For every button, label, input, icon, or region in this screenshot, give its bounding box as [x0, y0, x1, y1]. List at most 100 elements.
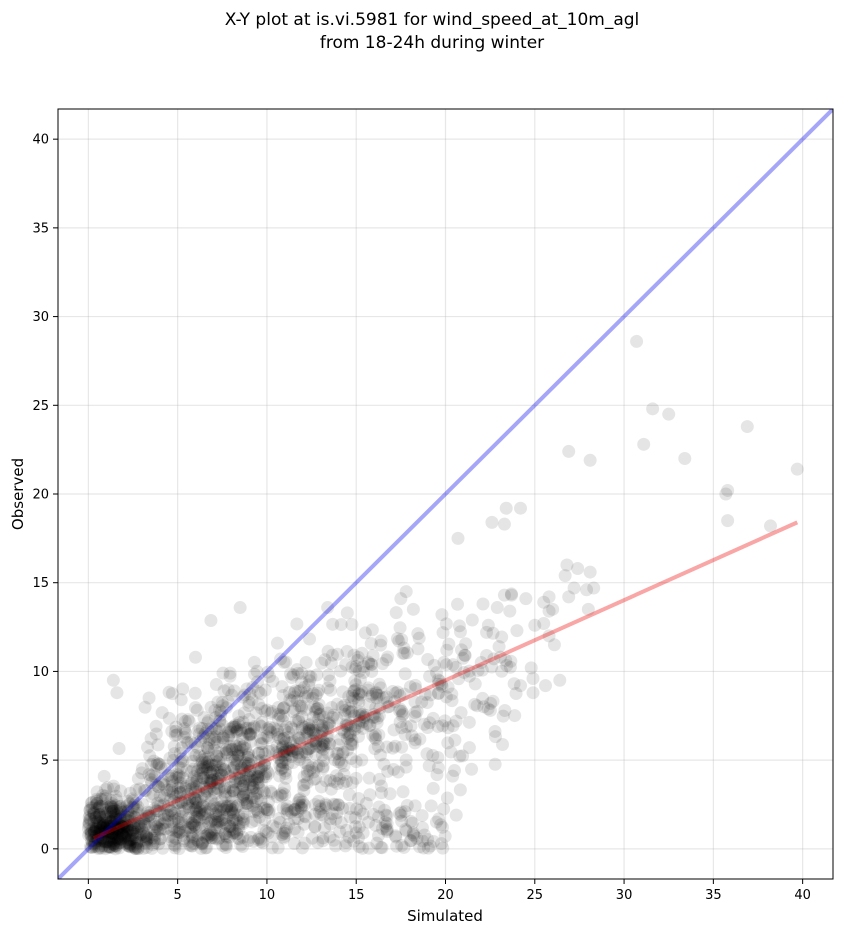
data-point — [119, 837, 133, 851]
data-point — [110, 823, 124, 837]
data-point — [380, 825, 394, 839]
data-point — [228, 753, 242, 767]
data-point — [285, 694, 299, 708]
data-point — [235, 743, 249, 757]
data-point — [106, 673, 120, 687]
data-point — [223, 780, 237, 794]
data-point — [195, 755, 209, 769]
data-point — [220, 803, 234, 817]
data-point — [213, 761, 227, 775]
data-point — [245, 791, 259, 805]
data-point — [306, 723, 320, 737]
data-point — [321, 746, 335, 760]
data-point — [295, 701, 309, 715]
data-point — [252, 770, 266, 784]
data-point — [190, 764, 204, 778]
data-point — [217, 731, 231, 745]
data-point — [195, 721, 209, 735]
data-point — [138, 817, 152, 831]
data-point — [87, 808, 101, 822]
data-point — [253, 753, 267, 767]
data-point — [247, 721, 261, 735]
data-point — [308, 723, 322, 737]
data-point — [497, 588, 511, 602]
data-point — [270, 745, 284, 759]
data-point — [204, 793, 218, 807]
data-point — [374, 681, 388, 695]
x-tick-label: 30 — [616, 888, 633, 903]
data-point — [190, 800, 204, 814]
data-point — [184, 825, 198, 839]
data-point — [144, 758, 158, 772]
data-point — [277, 748, 291, 762]
data-point — [163, 751, 177, 765]
data-point — [392, 806, 406, 820]
data-point — [116, 828, 130, 842]
data-point — [426, 781, 440, 795]
data-point — [352, 729, 366, 743]
data-point — [305, 831, 319, 845]
data-point — [352, 695, 366, 709]
data-point — [510, 624, 524, 638]
data-point — [178, 793, 192, 807]
data-point — [212, 808, 226, 822]
data-point — [409, 682, 423, 696]
data-point — [102, 822, 116, 836]
data-point — [379, 690, 393, 704]
data-point — [226, 720, 240, 734]
data-point — [176, 754, 190, 768]
data-point — [171, 760, 185, 774]
data-point — [111, 833, 125, 847]
data-point — [178, 714, 192, 728]
data-point — [116, 817, 130, 831]
data-point — [270, 727, 284, 741]
data-point — [139, 835, 153, 849]
data-point — [291, 746, 305, 760]
data-point — [317, 754, 331, 768]
data-point — [185, 765, 199, 779]
data-point — [242, 712, 256, 726]
data-point — [474, 656, 488, 670]
data-point — [184, 735, 198, 749]
data-point — [407, 829, 421, 843]
data-point — [105, 805, 119, 819]
data-point — [96, 820, 110, 834]
data-point — [505, 588, 519, 602]
data-point — [232, 832, 246, 846]
data-point — [365, 658, 379, 672]
data-point — [176, 682, 190, 696]
data-point — [157, 808, 171, 822]
data-point — [183, 835, 197, 849]
data-point — [319, 798, 333, 812]
data-point — [91, 831, 105, 845]
data-point — [142, 768, 156, 782]
data-point — [273, 769, 287, 783]
data-point — [301, 758, 315, 772]
data-point — [92, 839, 106, 853]
data-point — [223, 824, 237, 838]
data-point — [486, 626, 500, 640]
data-point — [145, 841, 159, 855]
data-point — [299, 810, 313, 824]
data-point — [380, 822, 394, 836]
data-point — [90, 814, 104, 828]
data-point — [365, 623, 379, 637]
data-point — [356, 707, 370, 721]
data-point — [193, 805, 207, 819]
data-point — [499, 653, 513, 667]
data-point — [230, 754, 244, 768]
data-point — [331, 798, 345, 812]
data-point — [157, 798, 171, 812]
data-point — [120, 838, 134, 852]
data-point — [434, 677, 448, 691]
data-point — [150, 758, 164, 772]
data-point — [190, 703, 204, 717]
data-point — [330, 747, 344, 761]
data-point — [144, 732, 158, 746]
data-point — [214, 752, 228, 766]
data-point — [206, 764, 220, 778]
data-point — [277, 701, 291, 715]
data-point — [352, 687, 366, 701]
x-tick-label: 0 — [84, 888, 92, 903]
